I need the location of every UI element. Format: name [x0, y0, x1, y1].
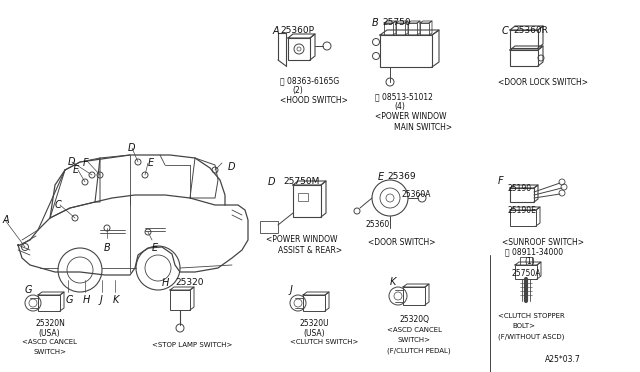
Bar [260, 221, 278, 233]
Text: B: B [104, 243, 111, 253]
Bar [38, 295, 60, 311]
Text: D: D [228, 162, 236, 172]
Text: Ⓢ 08513-51012: Ⓢ 08513-51012 [375, 92, 433, 101]
Bar [515, 265, 537, 279]
Bar [403, 287, 425, 305]
Text: H: H [83, 295, 90, 305]
Text: A25*03.7: A25*03.7 [545, 355, 580, 364]
Text: <ASCD CANCEL: <ASCD CANCEL [387, 327, 442, 333]
Text: (F/CLUTCH PEDAL): (F/CLUTCH PEDAL) [387, 347, 451, 353]
Text: <HOOD SWITCH>: <HOOD SWITCH> [280, 96, 348, 105]
Text: BOLT>: BOLT> [512, 323, 535, 329]
Text: 25320U: 25320U [299, 319, 328, 328]
Bar [408, 23, 417, 35]
Text: E: E [73, 165, 79, 175]
Text: 25320: 25320 [175, 278, 204, 287]
Text: 25360A: 25360A [402, 190, 431, 199]
Bar [510, 50, 538, 66]
Text: <CLUTCH STOPPER: <CLUTCH STOPPER [498, 313, 564, 319]
Bar [510, 188, 534, 202]
Text: D: D [68, 157, 76, 167]
Text: Ⓢ 08363-6165G: Ⓢ 08363-6165G [280, 76, 339, 85]
Text: 25750A: 25750A [512, 269, 541, 278]
Bar [420, 23, 429, 35]
Text: J: J [100, 295, 103, 305]
Text: D: D [268, 177, 275, 187]
Bar [170, 290, 190, 310]
Text: 25750M: 25750M [283, 177, 319, 186]
Text: A: A [273, 26, 280, 36]
Bar [396, 23, 405, 35]
Text: E: E [152, 243, 158, 253]
Text: <POWER WINDOW: <POWER WINDOW [266, 235, 337, 244]
Text: E: E [148, 158, 154, 168]
Text: G: G [66, 295, 74, 305]
Text: F: F [498, 176, 504, 186]
Bar [384, 23, 393, 35]
Text: D: D [128, 143, 136, 153]
Bar [520, 257, 532, 265]
Text: K: K [113, 295, 120, 305]
Text: 25190E: 25190E [507, 206, 536, 215]
Bar [288, 38, 310, 60]
Text: C: C [502, 26, 509, 36]
Bar [510, 210, 536, 226]
Text: <CLUTCH SWITCH>: <CLUTCH SWITCH> [290, 339, 358, 345]
Text: <SUNROOF SWITCH>: <SUNROOF SWITCH> [502, 238, 584, 247]
Bar [293, 185, 321, 217]
Text: 25360P: 25360P [280, 26, 314, 35]
Text: ASSIST & REAR>: ASSIST & REAR> [278, 246, 342, 255]
Text: (2): (2) [292, 86, 303, 95]
Text: <ASCD CANCEL: <ASCD CANCEL [22, 339, 77, 345]
Bar [510, 30, 538, 48]
Text: K: K [390, 277, 396, 287]
Text: C: C [55, 200, 61, 210]
Text: 25320N: 25320N [35, 319, 65, 328]
Text: 25360R: 25360R [513, 26, 548, 35]
Bar [303, 295, 325, 311]
Text: (F/WITHOUT ASCD): (F/WITHOUT ASCD) [498, 333, 564, 340]
Text: Ⓝ 08911-34000: Ⓝ 08911-34000 [505, 247, 563, 256]
Text: <POWER WINDOW: <POWER WINDOW [375, 112, 447, 121]
Text: (1): (1) [524, 257, 535, 266]
Bar [298, 193, 308, 201]
Text: H: H [162, 278, 170, 288]
Text: (4): (4) [394, 102, 405, 111]
Text: 25360: 25360 [365, 220, 389, 229]
Text: 25320Q: 25320Q [400, 315, 430, 324]
Text: <DOOR LOCK SWITCH>: <DOOR LOCK SWITCH> [498, 78, 588, 87]
Bar [380, 35, 432, 67]
Text: J: J [290, 285, 293, 295]
Text: G: G [25, 285, 33, 295]
Text: B: B [372, 18, 379, 28]
Text: <DOOR SWITCH>: <DOOR SWITCH> [368, 238, 435, 247]
Text: 25190: 25190 [507, 184, 531, 193]
Text: (USA): (USA) [38, 329, 60, 338]
Text: E: E [378, 172, 384, 182]
Text: (USA): (USA) [303, 329, 324, 338]
Text: SWITCH>: SWITCH> [397, 337, 430, 343]
Text: <STOP LAMP SWITCH>: <STOP LAMP SWITCH> [152, 342, 232, 348]
Text: SWITCH>: SWITCH> [33, 349, 66, 355]
Text: A: A [3, 215, 10, 225]
Text: 25369: 25369 [387, 172, 415, 181]
Text: MAIN SWITCH>: MAIN SWITCH> [394, 123, 452, 132]
Text: F: F [83, 158, 88, 168]
Text: 25750: 25750 [382, 18, 411, 27]
